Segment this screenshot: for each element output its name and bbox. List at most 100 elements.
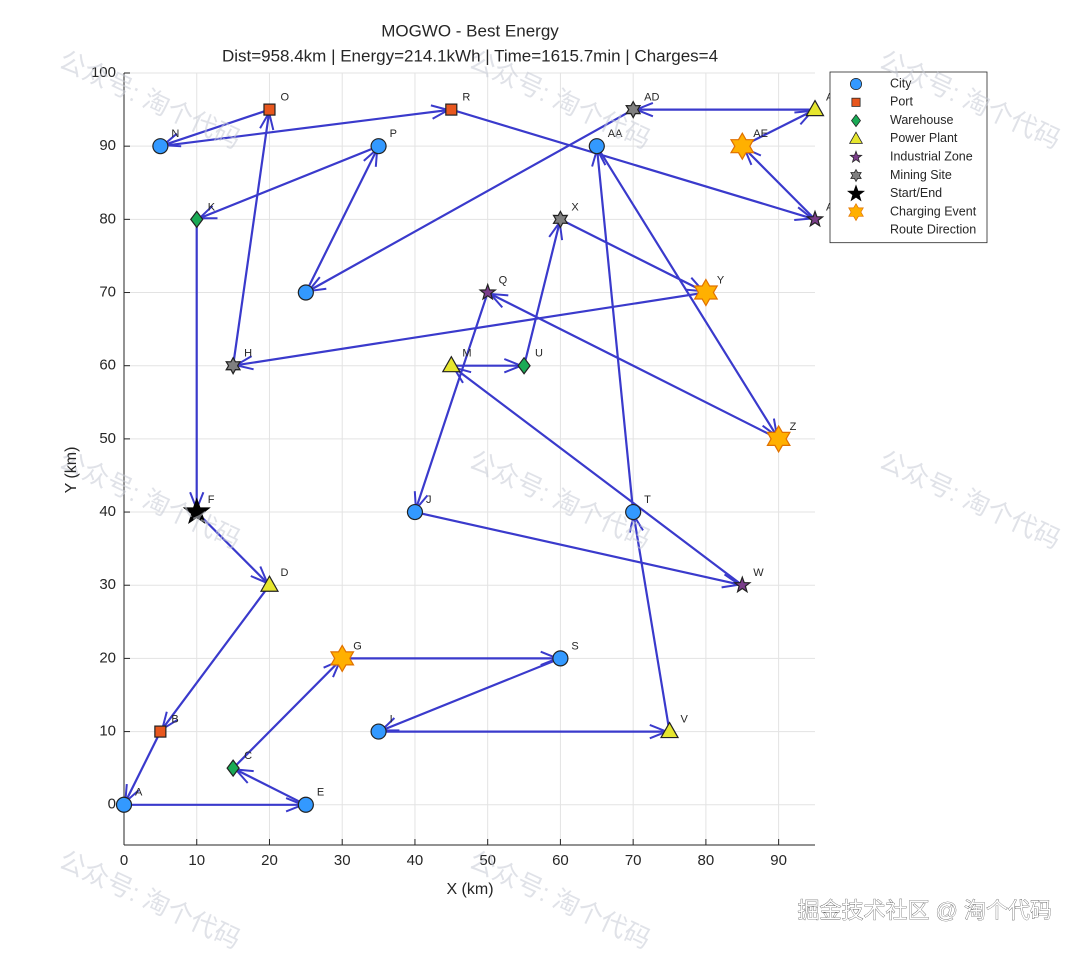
node-label: AE (753, 128, 768, 140)
node-label: C (244, 750, 252, 762)
node-label: Z (790, 421, 797, 433)
node-label: K (208, 201, 216, 213)
node-marker (225, 356, 242, 375)
node-marker (693, 278, 719, 307)
node-marker (659, 721, 680, 739)
x-tick-label: 10 (188, 852, 205, 869)
y-tick-label: 50 (99, 430, 116, 447)
footer-watermark: 掘金技术社区 @ 淘个代码 (797, 898, 1052, 923)
node-marker (805, 99, 825, 117)
node-marker (152, 138, 169, 155)
node-label: P (390, 128, 397, 140)
node-label: M (462, 348, 471, 360)
node-marker (115, 796, 133, 813)
node-label: E (317, 787, 324, 799)
chart-subtitle: Dist=958.4km | Energy=214.1kWh | Time=16… (222, 46, 718, 65)
legend-marker (850, 168, 862, 183)
node-label: AD (644, 91, 659, 103)
node-label: A (826, 91, 834, 103)
legend-label: Industrial Zone (890, 149, 973, 163)
node-label: T (644, 494, 651, 506)
legend-label: Mining Site (890, 168, 952, 182)
node-label: F (208, 494, 215, 506)
x-tick-label: 0 (120, 852, 128, 869)
node-label: Y (717, 274, 725, 286)
legend-marker (851, 113, 861, 128)
node-label: I (390, 713, 393, 725)
legend-label: Charging Event (890, 204, 977, 218)
legend-label: Start/End (890, 186, 942, 200)
node-label: H (244, 348, 252, 360)
node-marker (329, 644, 355, 673)
node-label: N (171, 128, 179, 140)
x-tick-label: 50 (479, 852, 496, 869)
node-marker (406, 503, 424, 521)
x-tick-label: 60 (552, 852, 569, 869)
node-marker (263, 103, 276, 116)
y-tick-label: 20 (99, 649, 116, 666)
node-marker (766, 424, 791, 454)
node-label: Q (499, 274, 508, 286)
node-marker (729, 131, 755, 161)
legend-marker (849, 150, 863, 163)
y-tick-label: 70 (99, 283, 116, 300)
node-marker (297, 796, 314, 813)
y-tick-label: 0 (108, 796, 116, 813)
legend-marker (851, 97, 861, 107)
legend-marker (848, 131, 864, 144)
legend-label: Route Direction (890, 223, 976, 237)
node-marker (625, 100, 642, 119)
node-marker (552, 650, 569, 667)
y-tick-label: 90 (99, 137, 116, 154)
node-marker (552, 210, 569, 229)
node-label: O (280, 91, 289, 103)
node-label: AA (608, 128, 623, 140)
x-tick-label: 30 (334, 852, 351, 869)
y-tick-label: 60 (99, 357, 116, 374)
node-label: G (353, 640, 362, 652)
y-axis-label: Y (km) (63, 447, 80, 494)
node-marker (478, 282, 498, 301)
node-label: V (681, 713, 689, 725)
node-label: D (280, 567, 288, 579)
x-tick-label: 90 (770, 852, 787, 869)
node-label: S (571, 640, 578, 652)
node-marker (441, 355, 461, 373)
x-tick-label: 40 (407, 852, 424, 869)
y-tick-label: 100 (91, 64, 116, 81)
node-marker (370, 138, 387, 155)
node-marker (259, 575, 280, 592)
y-tick-label: 30 (99, 576, 116, 593)
x-tick-label: 70 (625, 852, 642, 869)
node-label: U (535, 348, 543, 360)
legend-label: Warehouse (890, 113, 954, 127)
route-line (122, 107, 816, 806)
legend-label: Port (890, 95, 913, 109)
node-marker (517, 356, 531, 375)
node-label: X (571, 201, 579, 213)
node-marker (588, 138, 605, 155)
y-tick-label: 10 (99, 723, 116, 740)
node-label: J (426, 494, 432, 506)
legend: City Port Warehouse Power Plant Industrial Z… (829, 71, 988, 244)
x-tick-label: 20 (261, 852, 278, 869)
node-marker (226, 759, 240, 778)
points (115, 99, 825, 813)
node-marker (805, 209, 825, 228)
legend-marker (848, 202, 864, 222)
legend-label: Power Plant (890, 131, 958, 145)
node-label: R (462, 91, 470, 103)
node-marker (625, 503, 642, 521)
x-axis-label: X (km) (446, 881, 493, 898)
node-marker (297, 284, 314, 301)
y-tick-label: 40 (99, 503, 116, 520)
node-marker (733, 575, 752, 594)
y-tick-label: 80 (99, 210, 116, 227)
node-label: A (135, 787, 143, 799)
legend-marker (850, 78, 862, 90)
node-marker (370, 723, 387, 740)
chart-title: MOGWO - Best Energy (381, 21, 559, 40)
x-tick-label: 80 (698, 852, 715, 869)
node-label: W (753, 567, 764, 579)
